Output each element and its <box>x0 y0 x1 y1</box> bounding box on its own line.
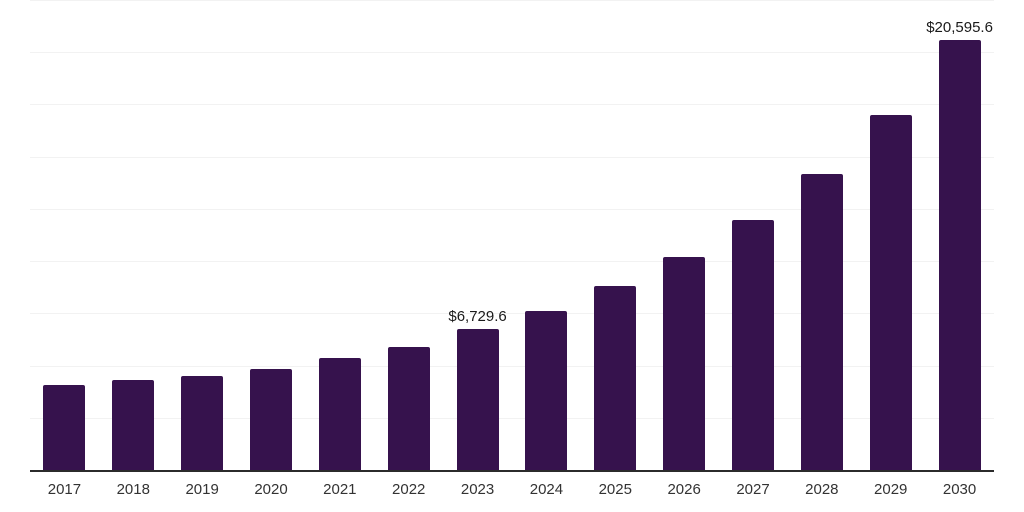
x-tick-label-2018: 2018 <box>116 481 150 498</box>
bar-2026 <box>663 256 706 470</box>
gridline-7500 <box>30 313 994 315</box>
x-tick-label-2026: 2026 <box>667 481 701 498</box>
bar-2030 <box>938 39 981 470</box>
x-tick-label-2029: 2029 <box>874 481 908 498</box>
gridline-22500 <box>30 0 994 1</box>
x-tick-label-2017: 2017 <box>47 481 82 498</box>
bar-2025 <box>594 285 637 470</box>
gridline-20000 <box>30 52 994 54</box>
x-tick-label-2030: 2030 <box>942 481 977 498</box>
x-tick-label-2020: 2020 <box>254 481 288 498</box>
data-label-2030: $20,595.6 <box>926 18 993 36</box>
bar-2022 <box>387 346 430 470</box>
x-tick-label-2024: 2024 <box>529 481 564 498</box>
bar-2028 <box>800 174 843 470</box>
gridline-15000 <box>30 156 994 158</box>
bar-2027 <box>732 219 774 470</box>
gridline-2500 <box>30 417 994 419</box>
x-tick-label-2022: 2022 <box>392 481 426 498</box>
x-axis: 2017 2018 2019 2020 2021 2022 2023 2024 2025 2026… <box>30 482 994 504</box>
x-tick-label-2023: 2023 <box>460 481 495 498</box>
bar-2018 <box>112 379 155 470</box>
data-label-2023: $6,729.6 <box>448 308 507 326</box>
bar-2019 <box>181 375 224 470</box>
bar-2017 <box>43 384 86 470</box>
bar-2021 <box>318 357 361 470</box>
bar-2024 <box>525 311 568 470</box>
x-tick-label-2025: 2025 <box>598 481 632 498</box>
bar-2020 <box>250 369 292 470</box>
gridline-5000 <box>30 365 994 367</box>
x-tick-label-2028: 2028 <box>805 481 839 498</box>
gridline-17500 <box>30 104 994 106</box>
x-tick-label-2021: 2021 <box>323 481 357 498</box>
bar-2029 <box>869 115 912 470</box>
gridline-12500 <box>30 208 994 210</box>
x-tick-label-2019: 2019 <box>185 481 219 498</box>
plot-area: $6,729.6 $20,595.6 <box>30 0 994 472</box>
x-tick-label-2027: 2027 <box>736 481 770 498</box>
bar-2023 <box>456 329 499 470</box>
gridline-10000 <box>30 261 994 263</box>
